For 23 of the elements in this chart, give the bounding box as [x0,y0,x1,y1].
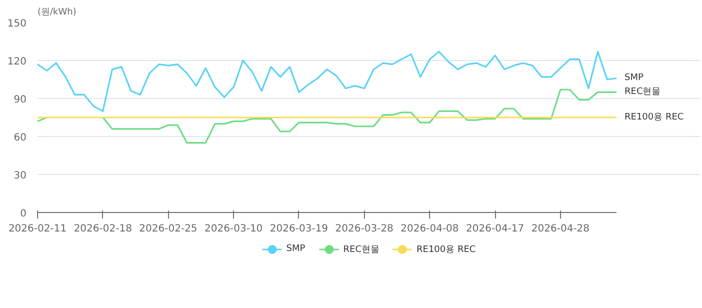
y-tick-label: 0 [20,208,27,220]
legend-label: RE100용 REC [416,244,476,256]
y-tick-label: 60 [14,132,27,144]
text: SMP [624,73,644,84]
x-tick-label: 2026-04-08 [400,224,459,234]
x-tick-label: 2026-04-17 [466,224,524,234]
x-tick-label: 2026-02-25 [139,224,198,234]
x-tick-label: 2026-03-19 [270,224,328,234]
legend-label: REC현물 [343,244,380,256]
x-tick-label: 2026-02-18 [74,224,132,234]
y-tick-label: 30 [14,170,27,182]
y-tick-label: 120 [7,56,27,68]
text: REC현물 [624,87,661,98]
x-tick-label: 2026-03-10 [204,224,263,234]
legend-label: SMP [286,244,306,254]
x-tick-label: 2026-02-11 [8,224,67,234]
line-series [38,50,618,112]
y-axis-title: (원/kWh) [38,8,76,18]
y-tick-label: 150 [7,18,27,30]
x-tick-label: 2026-04-28 [531,224,590,234]
y-tick-label: 90 [14,94,27,106]
x-tick-label: 2026-03-28 [335,224,394,234]
text: RE100용 REC [624,112,684,122]
